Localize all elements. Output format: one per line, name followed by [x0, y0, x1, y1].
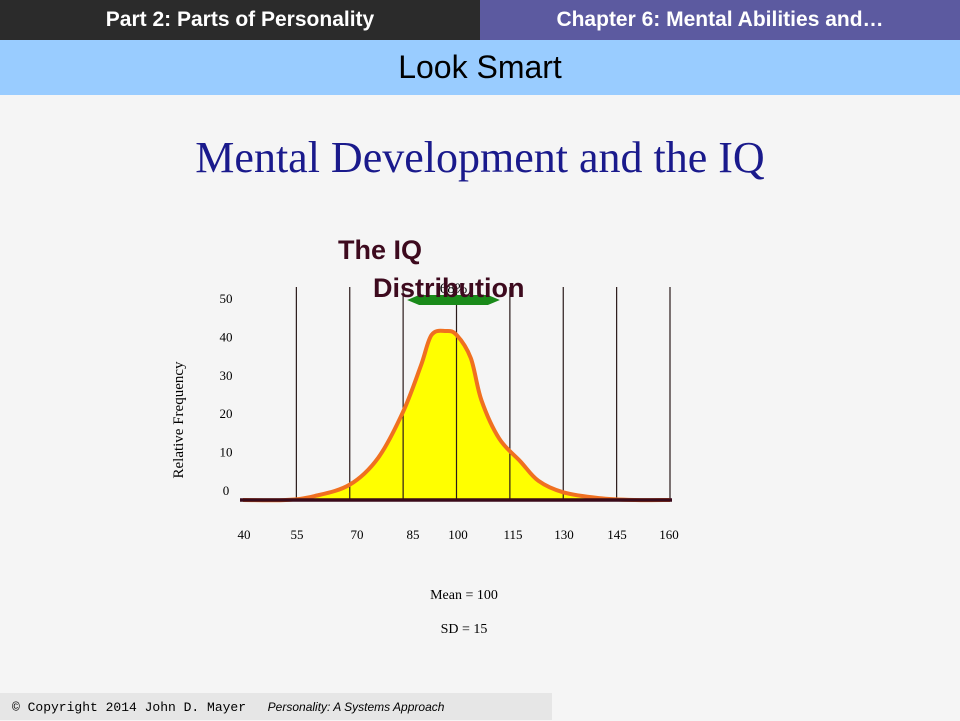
x-tick-label: 70 [351, 527, 364, 542]
slide-title: Mental Development and the IQ [195, 133, 765, 182]
band-percent-label: 68% [440, 281, 468, 297]
x-tick-label: 160 [659, 527, 679, 542]
x-tick-label: 40 [238, 527, 251, 542]
y-tick-label: 30 [220, 368, 233, 383]
y-tick-label: 10 [220, 445, 233, 460]
x-tick-label: 100 [448, 527, 468, 542]
y-tick-label: 40 [220, 329, 233, 344]
mean-label: Mean = 100 [430, 588, 498, 603]
iq-distribution-chart: 40 55 70 85 100 115 130 145 160 0 10 20 30 40 50 Relati… [171, 235, 679, 637]
x-tick-label: 55 [291, 527, 304, 542]
x-tick-label: 130 [554, 527, 574, 542]
slide-footer: © Copyright 2014 John D. Mayer Personali… [0, 693, 552, 720]
chart-title-line-1: The IQ [338, 235, 422, 265]
distribution-curve [242, 328, 671, 503]
book-title: Personality: A Systems Approach [267, 700, 445, 714]
x-tick-label: 115 [503, 527, 522, 542]
x-tick-label: 85 [407, 527, 420, 542]
y-axis-label: Relative Frequency [171, 361, 187, 479]
x-tick-label: 145 [607, 527, 627, 542]
chapter-title: Chapter 6: Mental Abilities and… [480, 0, 960, 40]
part-title: Part 2: Parts of Personality [0, 0, 480, 40]
copyright-text: © Copyright 2014 John D. Mayer [12, 700, 247, 715]
y-tick-label: 0 [223, 483, 230, 498]
y-tick-label: 50 [220, 291, 233, 306]
section-title: Look Smart [0, 40, 960, 95]
one-sd-band-arrow [407, 295, 500, 305]
y-tick-label: 20 [220, 406, 233, 421]
chart-title-line-2: Distribution [373, 273, 524, 303]
sd-label: SD = 15 [441, 622, 488, 637]
slide-header: Part 2: Parts of Personality Chapter 6: … [0, 0, 960, 40]
